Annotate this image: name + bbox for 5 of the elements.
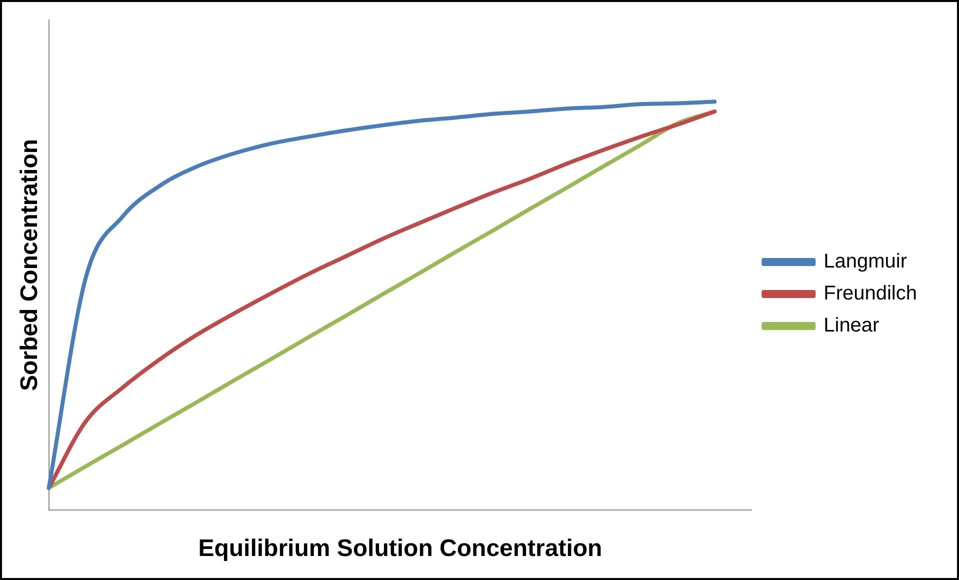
legend-label: Langmuir [824, 250, 908, 273]
y-axis-title: Sorbed Concentration [16, 138, 44, 392]
x-axis-title: Equilibrium Solution Concentration [198, 535, 602, 562]
legend-label: Linear [824, 314, 880, 337]
legend-label: Freundilch [824, 282, 918, 305]
